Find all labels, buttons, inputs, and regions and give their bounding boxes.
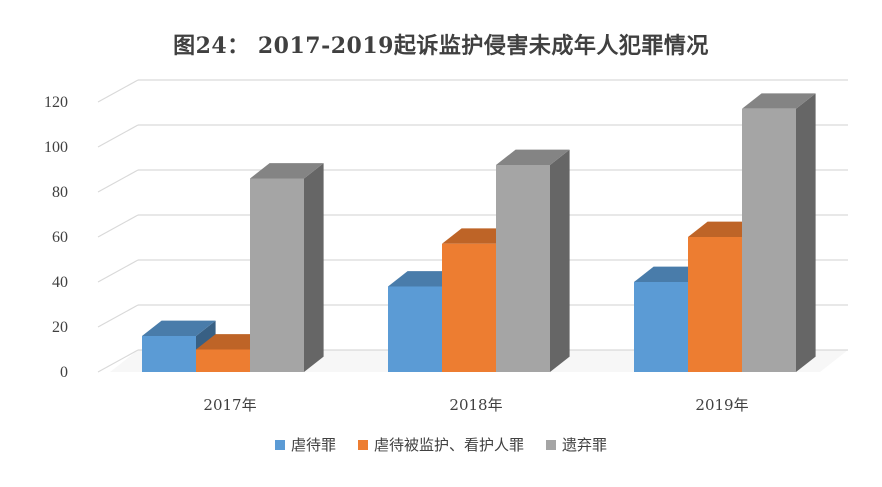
legend-swatch [357,439,368,450]
legend-item: 虐待被监护、看护人罪 [357,434,524,455]
y-tick-label: 120 [44,94,68,111]
gridline-side [97,169,139,193]
bar [742,108,796,372]
chart-title: 图24： 2017-2019起诉监护侵害未成年人犯罪情况 [173,33,709,59]
y-tick-label: 100 [44,139,68,156]
bar [250,178,304,372]
legend-label: 遗弃罪 [562,436,608,454]
y-tick-label: 40 [52,274,68,291]
bar [196,349,250,372]
legend-swatch [274,439,285,450]
y-tick-label: 80 [52,184,68,201]
bar [496,165,550,372]
y-tick-label: 60 [52,229,68,246]
gridline-side [97,259,139,283]
bar-top-face [142,320,216,336]
y-tick-label: 0 [60,364,68,381]
bar-top-face [250,163,324,179]
bar [634,282,688,372]
x-tick-label: 2018年 [449,396,502,414]
gridline-side [97,79,139,103]
chart-legend: 虐待罪 虐待被监护、看护人罪 遗弃罪 [0,434,882,455]
bar [688,237,742,372]
gridline-side [97,349,139,373]
bar-side-face [550,149,570,372]
legend-item: 虐待罪 [274,434,336,455]
y-tick-label: 20 [52,319,68,336]
bar [388,286,442,372]
legend-swatch [546,439,556,450]
bar [142,336,196,372]
x-tick-label: 2017年 [203,396,256,414]
bar-top-face [742,93,816,109]
bar-top-face [496,149,570,165]
legend-label: 虐待罪 [290,436,336,454]
bar-side-face [304,163,324,372]
bar [442,243,496,372]
gridline-side [97,124,139,148]
x-tick-label: 2019年 [695,396,748,414]
bar-side-face [796,93,816,372]
legend-label: 虐待被监护、看护人罪 [373,436,524,454]
legend-item: 遗弃罪 [546,434,607,455]
gridline-side [97,304,139,328]
gridline-side [97,214,139,238]
